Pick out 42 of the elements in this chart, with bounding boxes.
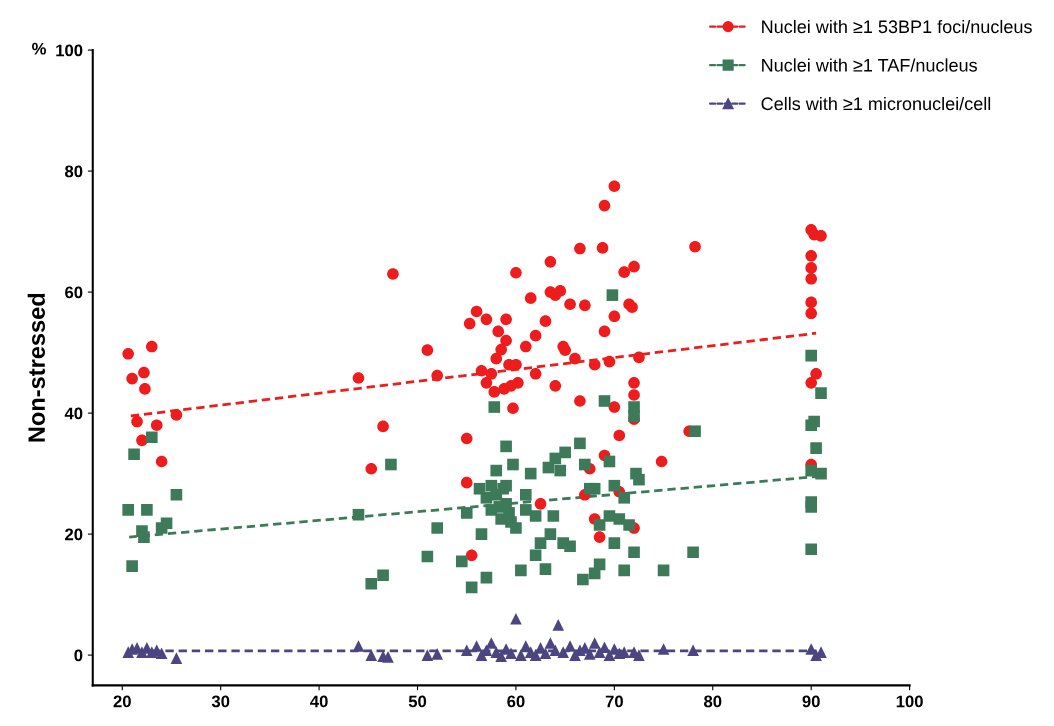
point <box>552 619 565 631</box>
y-tick-label: 20 <box>65 528 83 541</box>
point <box>510 612 522 625</box>
x-tick-label: 50 <box>408 695 427 708</box>
point <box>657 643 670 655</box>
point <box>557 646 569 658</box>
legend-label: Nuclei with ≥1 53BP1 foci/nucleus <box>762 19 1032 34</box>
y-axis-title: Non-stressed <box>27 293 45 442</box>
point <box>588 637 601 649</box>
y-tick-label: 100 <box>56 44 83 57</box>
point <box>155 647 168 660</box>
legend-label: Nuclei with ≥1 TAF/nucleus <box>762 58 977 72</box>
point <box>170 652 183 664</box>
point <box>603 649 616 661</box>
point <box>515 649 527 661</box>
x-tick-label: 40 <box>310 695 328 708</box>
x-tick-label: 20 <box>113 695 131 708</box>
point <box>505 647 517 660</box>
y-tick-label: 60 <box>65 286 83 299</box>
x-tick-label: 90 <box>802 695 820 708</box>
x-tick-label: 60 <box>507 695 525 708</box>
point <box>365 649 378 661</box>
point <box>687 644 699 657</box>
point <box>431 648 444 660</box>
point <box>470 640 483 652</box>
text: % <box>32 42 46 55</box>
y-tick-label: 80 <box>65 165 83 178</box>
x-tick-label: 100 <box>896 695 923 708</box>
point <box>460 644 473 657</box>
point <box>421 649 434 661</box>
x-tick-label: 70 <box>605 695 623 708</box>
x-tick-label: 80 <box>704 695 722 708</box>
legend-label: Cells with ≥1 micronuclei/cell <box>761 96 991 111</box>
point <box>564 640 576 652</box>
y-tick-label: 40 <box>64 407 83 420</box>
y-tick-label: 0 <box>74 649 83 662</box>
x-tick-label: 30 <box>211 695 230 708</box>
point <box>352 640 365 652</box>
point <box>382 651 394 663</box>
point <box>583 648 596 660</box>
point <box>633 649 645 661</box>
point <box>539 647 552 660</box>
